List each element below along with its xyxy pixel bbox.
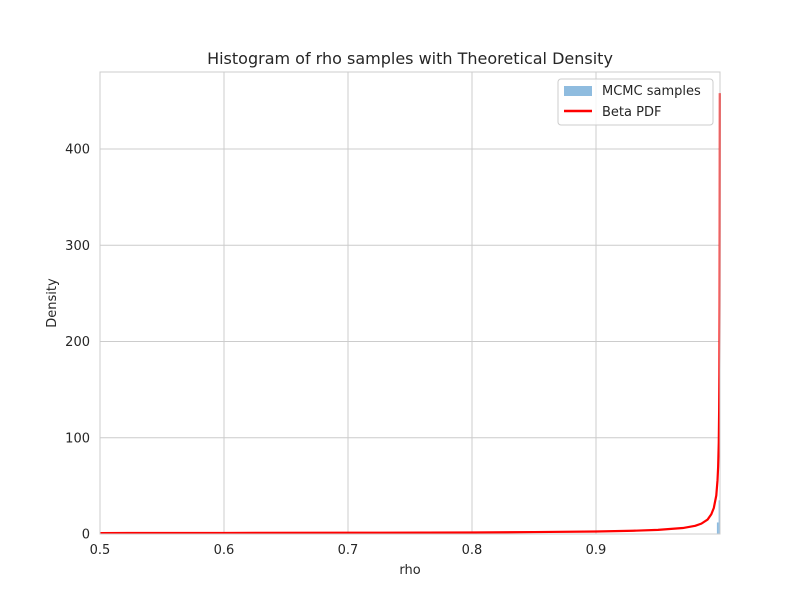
x-axis-label: rho	[399, 563, 420, 578]
beta-pdf-line	[99, 93, 721, 535]
y-tick-label: 100	[65, 431, 90, 446]
legend-label-beta: Beta PDF	[602, 105, 661, 120]
y-axis-label: Density	[45, 278, 60, 328]
x-tick-label: 0.6	[214, 543, 235, 558]
chart-title: Histogram of rho samples with Theoretica…	[207, 49, 613, 68]
histogram-bars	[716, 500, 720, 534]
y-tick-label: 400	[65, 143, 90, 158]
histogram-bar	[718, 500, 720, 534]
histogram-bar	[716, 522, 719, 534]
y-tick-label: 300	[65, 239, 90, 254]
legend-box	[557, 78, 714, 126]
x-tick-label: 0.9	[586, 543, 607, 558]
plot-frame	[99, 71, 721, 535]
plot-area	[100, 72, 720, 534]
x-tick-label: 0.8	[462, 543, 483, 558]
pdf-lines	[99, 93, 721, 535]
y-tick-labels: 0 100 200 300 400	[65, 143, 90, 543]
x-tick-labels: 0.5 0.6 0.7 0.8 0.9	[90, 543, 607, 558]
x-tick-label: 0.5	[90, 543, 111, 558]
x-tick-label: 0.7	[338, 543, 359, 558]
legend: MCMC samples Beta PDF	[557, 78, 714, 126]
legend-swatch-mcmc	[564, 86, 592, 96]
y-tick-label: 0	[82, 528, 90, 543]
y-tick-label: 200	[65, 335, 90, 350]
legend-label-mcmc: MCMC samples	[602, 84, 701, 99]
